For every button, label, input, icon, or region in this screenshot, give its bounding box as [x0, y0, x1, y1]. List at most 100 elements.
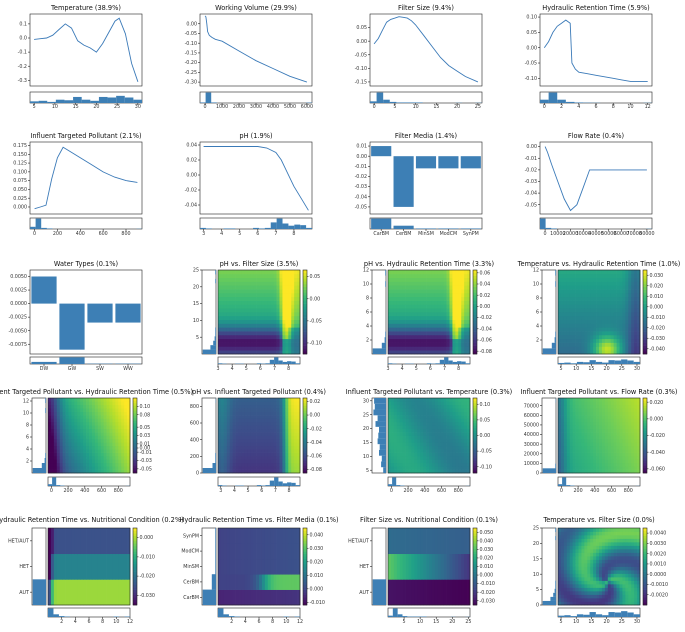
heat-cell — [112, 404, 116, 409]
colorbar-segment — [643, 337, 647, 341]
heat-cell — [59, 462, 63, 467]
heat-cell — [288, 411, 292, 416]
heat-cell — [440, 404, 444, 409]
heat-cell — [590, 421, 594, 426]
heat-cell — [294, 442, 298, 447]
colorbar-segment — [303, 470, 307, 474]
heat-cell — [411, 312, 415, 317]
bar-ModCM — [438, 156, 459, 169]
heat-cell — [434, 270, 439, 275]
heat-cell — [297, 449, 301, 453]
heat-cell — [411, 308, 415, 313]
heat-cell — [294, 346, 298, 351]
heat-cell — [560, 334, 565, 340]
heat-cell — [417, 408, 421, 412]
x-hist-bar — [291, 482, 296, 486]
heat-cell — [388, 432, 392, 436]
heat-cell — [607, 289, 612, 294]
y-tick-label: 8 — [366, 296, 369, 302]
heat-cell — [610, 425, 614, 430]
heat-cell — [423, 421, 427, 426]
x-hist-bar — [269, 480, 275, 486]
heat-cell — [599, 346, 603, 351]
hist-bar — [223, 228, 230, 229]
heat-cell — [86, 408, 90, 412]
heat-cell — [610, 449, 614, 453]
heat-cell — [273, 449, 277, 453]
heat-cell — [622, 289, 626, 294]
heat-cell — [297, 300, 301, 305]
heat-cell — [420, 292, 424, 298]
heat-cell — [124, 442, 128, 447]
y-tick-label: 0.150 — [13, 152, 27, 158]
heat-cell — [405, 452, 409, 457]
x-hist-bar — [627, 360, 634, 364]
heat-cell — [65, 435, 69, 440]
heat-cell — [100, 418, 104, 423]
heat-cell — [294, 425, 298, 430]
heat-cell — [560, 442, 565, 447]
heat-cell — [235, 462, 239, 467]
heat-cell — [276, 408, 280, 412]
heat-cell — [558, 308, 562, 313]
heat-cell — [431, 442, 436, 447]
heat-cell — [241, 428, 245, 433]
heat-cell — [402, 346, 406, 351]
heat-cell — [270, 438, 274, 443]
heat-cell — [256, 350, 260, 355]
heat-cell — [581, 323, 585, 328]
heat-cell — [634, 425, 638, 430]
heat-cell — [273, 398, 277, 402]
heat-cell — [420, 462, 424, 467]
x-tick-label: 0 — [544, 231, 547, 237]
heat-cell — [238, 270, 242, 275]
heat-cell — [417, 455, 421, 460]
heat-cell — [223, 300, 228, 305]
heat-cell — [599, 350, 603, 355]
heat-cell — [247, 421, 251, 426]
heat-cell — [634, 350, 638, 355]
heat-cell — [294, 308, 298, 313]
heat-cell — [578, 308, 582, 313]
heat-cell — [74, 462, 78, 467]
heat-cell — [599, 338, 603, 343]
heat-cell — [467, 401, 471, 406]
hist-bar — [38, 100, 48, 103]
heat-cell — [235, 425, 239, 430]
heat-cell — [458, 319, 462, 324]
heat-cell — [297, 308, 301, 313]
heat-cell — [414, 459, 418, 464]
x-hist-bar — [256, 485, 262, 486]
heat-cell — [581, 312, 585, 317]
colorbar-segment — [303, 300, 307, 304]
colorbar-segment — [473, 423, 477, 426]
heat-cell — [558, 421, 562, 426]
heat-cell — [65, 462, 69, 467]
y-tick-label: -0.10 — [355, 66, 367, 72]
heat-cell — [467, 281, 471, 286]
heat-cell — [50, 401, 55, 406]
heat-cell — [446, 415, 450, 419]
heat-cell — [449, 438, 453, 443]
heat-cell — [405, 415, 409, 419]
heat-cell — [285, 292, 289, 298]
x-hist-bar — [608, 360, 615, 364]
heat-cell — [94, 435, 99, 440]
heat-cell — [77, 469, 81, 474]
heat-cell — [282, 350, 286, 355]
heat-cell — [443, 455, 447, 460]
heat-cell — [62, 442, 66, 447]
heat-cell — [434, 334, 439, 340]
heat-cell — [461, 438, 465, 443]
heat-cell — [599, 459, 603, 464]
heat-cell — [423, 452, 427, 457]
heat-cell — [80, 445, 84, 450]
heat-cell — [65, 459, 69, 464]
heat-cell — [270, 449, 274, 453]
heat-cell — [637, 281, 641, 286]
heat-cell — [91, 459, 96, 464]
heat-cell — [426, 289, 430, 294]
heat-cell — [247, 300, 251, 305]
heat-cell — [388, 415, 392, 419]
heat-cell — [256, 342, 260, 347]
